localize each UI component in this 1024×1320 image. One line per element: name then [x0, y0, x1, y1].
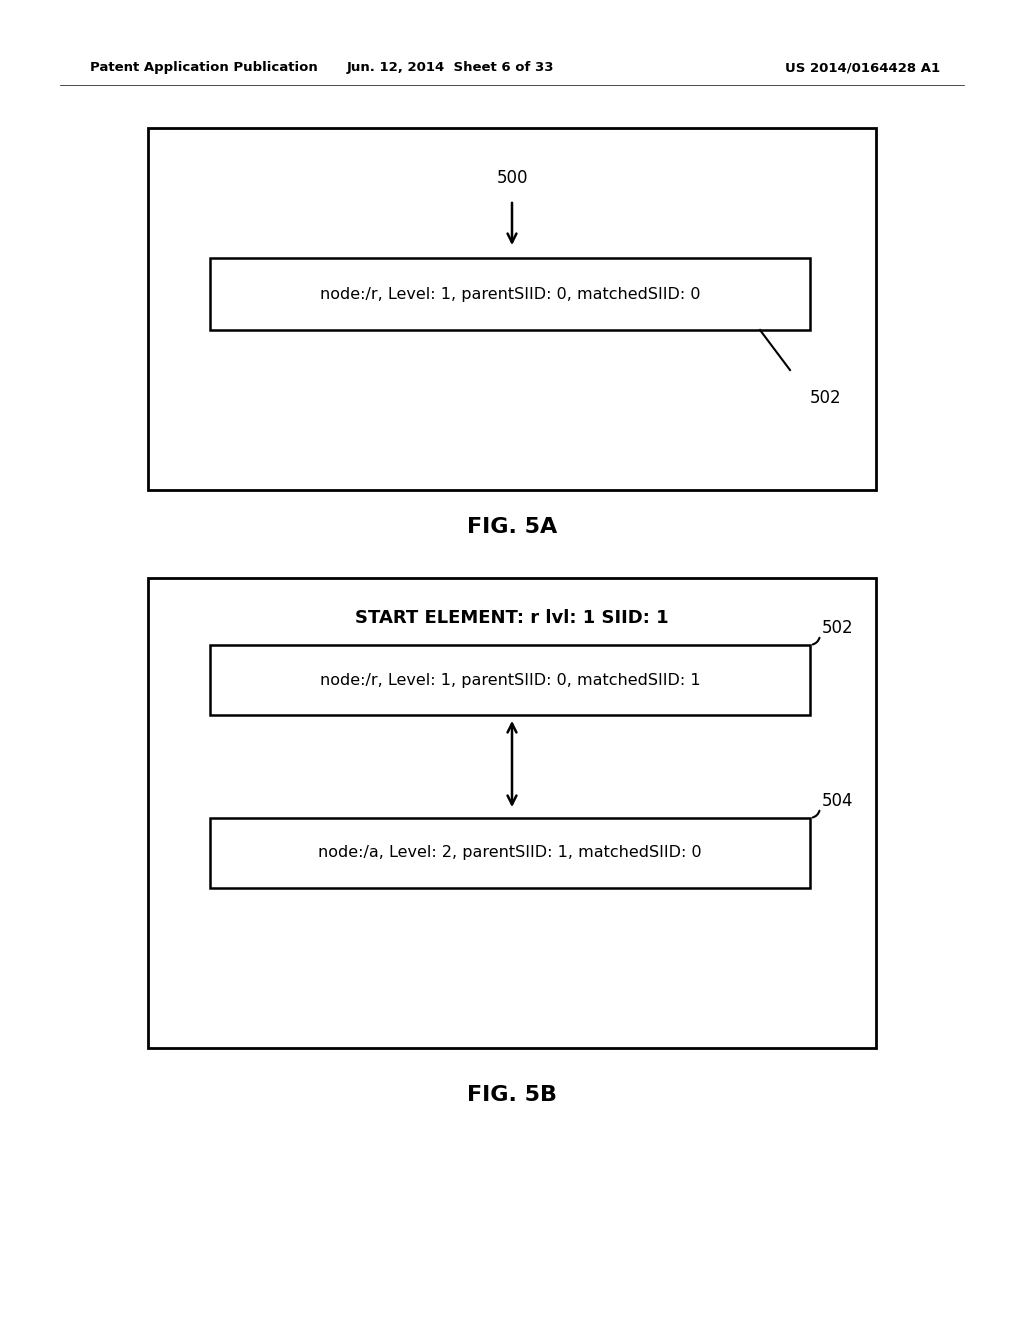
Polygon shape	[210, 645, 810, 715]
Text: Jun. 12, 2014  Sheet 6 of 33: Jun. 12, 2014 Sheet 6 of 33	[346, 62, 554, 74]
Text: node:/a, Level: 2, parentSIID: 1, matchedSIID: 0: node:/a, Level: 2, parentSIID: 1, matche…	[318, 846, 701, 861]
Text: Patent Application Publication: Patent Application Publication	[90, 62, 317, 74]
Text: node:/r, Level: 1, parentSIID: 0, matchedSIID: 1: node:/r, Level: 1, parentSIID: 0, matche…	[319, 672, 700, 688]
Polygon shape	[210, 818, 810, 888]
Text: START ELEMENT: r lvl: 1 SIID: 1: START ELEMENT: r lvl: 1 SIID: 1	[355, 609, 669, 627]
Text: 500: 500	[497, 169, 527, 187]
Polygon shape	[210, 257, 810, 330]
Text: 502: 502	[822, 619, 854, 638]
Text: 504: 504	[822, 792, 853, 810]
Text: node:/r, Level: 1, parentSIID: 0, matchedSIID: 0: node:/r, Level: 1, parentSIID: 0, matche…	[319, 286, 700, 301]
Text: 502: 502	[810, 389, 842, 407]
Text: US 2014/0164428 A1: US 2014/0164428 A1	[784, 62, 940, 74]
Text: FIG. 5A: FIG. 5A	[467, 517, 557, 537]
Text: FIG. 5B: FIG. 5B	[467, 1085, 557, 1105]
